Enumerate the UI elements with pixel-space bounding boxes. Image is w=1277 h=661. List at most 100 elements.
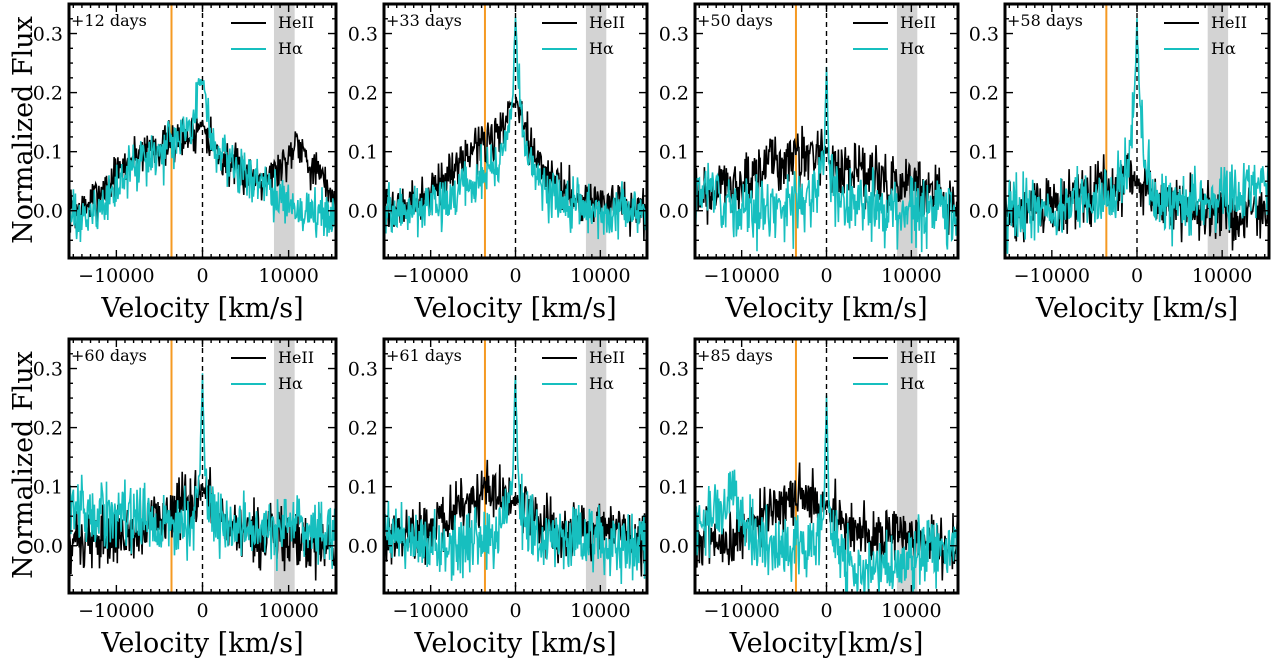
- epoch-annotation: +33 days: [386, 11, 462, 30]
- series-line-halpha: [1005, 18, 1269, 254]
- x-tick-label: 0: [196, 265, 208, 287]
- plot-area: [695, 339, 958, 593]
- y-tick-label: 0.0: [348, 201, 378, 223]
- x-axis-label: Velocity [km/s]: [724, 293, 927, 324]
- epoch-annotation: +61 days: [386, 346, 462, 365]
- y-tick-label: 0.0: [33, 536, 63, 558]
- y-tick-label: 0.3: [348, 359, 378, 381]
- legend-label-halpha: Hα: [900, 374, 925, 393]
- legend-label-heii: HeII: [278, 348, 314, 367]
- legend-label-heii: HeII: [900, 348, 936, 367]
- x-axis-label: Velocity [km/s]: [413, 293, 616, 324]
- x-tick-label: −10000: [78, 265, 154, 287]
- x-tick-label: 0: [1131, 265, 1143, 287]
- series-line-halpha: [695, 66, 958, 253]
- y-tick-label: 0.2: [348, 83, 378, 105]
- x-tick-label: −10000: [392, 600, 468, 622]
- x-tick-label: 10000: [258, 600, 318, 622]
- y-tick-label: 0.1: [33, 477, 63, 499]
- x-tick-label: −10000: [703, 265, 779, 287]
- x-tick-label: −10000: [1014, 265, 1090, 287]
- plot-area: [695, 4, 958, 258]
- panel-7: −10000 0 10000 0.0 0.1 0.2 0.3 Velocity[km/s] +8…: [659, 337, 960, 659]
- y-tick-label: 0.1: [969, 142, 999, 164]
- series-line-halpha: [69, 78, 336, 243]
- y-tick-label: 0.0: [969, 201, 999, 223]
- panel-5: −10000 0 10000 0.0 0.1 0.2 0.3 Velocity [km/s] +…: [33, 337, 338, 659]
- y-tick-label: 0.2: [33, 418, 63, 440]
- y-tick-label: 0.2: [969, 83, 999, 105]
- y-tick-label: 0.3: [33, 359, 63, 381]
- y-tick-label: 0.0: [659, 536, 689, 558]
- x-tick-label: 10000: [881, 265, 941, 287]
- plot-area: [384, 4, 647, 258]
- x-tick-label: 10000: [570, 265, 630, 287]
- epoch-annotation: +85 days: [697, 346, 773, 365]
- y-tick-label: 0.0: [659, 201, 689, 223]
- legend-label-halpha: Hα: [1211, 39, 1236, 58]
- epoch-annotation: +12 days: [71, 11, 147, 30]
- x-axis-label: Velocity [km/s]: [100, 628, 303, 659]
- plot-area: [384, 339, 647, 593]
- legend-label-halpha: Hα: [278, 39, 303, 58]
- y-tick-label: 0.3: [969, 24, 999, 46]
- y-axis-label-row-1: Normalized Flux: [8, 16, 39, 244]
- epoch-annotation: +58 days: [1007, 11, 1083, 30]
- legend-label-halpha: Hα: [900, 39, 925, 58]
- panel-2: −10000 0 10000 0.0 0.1 0.2 0.3 Velocity [km/s] +…: [348, 2, 649, 324]
- x-tick-label: 0: [820, 265, 832, 287]
- x-tick-label: 0: [820, 600, 832, 622]
- y-tick-label: 0.3: [33, 24, 63, 46]
- x-tick-label: 10000: [881, 600, 941, 622]
- x-axis-label: Velocity [km/s]: [413, 628, 616, 659]
- y-tick-label: 0.1: [348, 142, 378, 164]
- x-axis-label: Velocity [km/s]: [100, 293, 303, 324]
- legend-label-heii: HeII: [900, 13, 936, 32]
- x-axis-label: Velocity [km/s]: [1035, 293, 1238, 324]
- y-tick-label: 0.1: [659, 142, 689, 164]
- legend-label-halpha: Hα: [278, 374, 303, 393]
- y-tick-label: 0.0: [33, 201, 63, 223]
- x-tick-label: 0: [509, 600, 521, 622]
- y-tick-label: 0.3: [348, 24, 378, 46]
- y-tick-label: 0.2: [33, 83, 63, 105]
- x-tick-label: −10000: [392, 265, 468, 287]
- legend-label-heii: HeII: [1211, 13, 1247, 32]
- x-tick-label: 10000: [258, 265, 318, 287]
- y-tick-label: 0.3: [659, 359, 689, 381]
- y-axis-label-row-2: Normalized Flux: [8, 351, 39, 579]
- y-tick-label: 0.2: [659, 418, 689, 440]
- series-line-heii: [69, 116, 336, 233]
- legend-label-heii: HeII: [589, 13, 625, 32]
- epoch-annotation: +60 days: [71, 346, 147, 365]
- y-tick-label: 0.2: [348, 418, 378, 440]
- legend-label-halpha: Hα: [589, 39, 614, 58]
- plot-area: [69, 339, 336, 593]
- x-tick-label: −10000: [78, 600, 154, 622]
- y-tick-label: 0.3: [659, 24, 689, 46]
- panel-1: −10000 0 10000 0.0 0.1 0.2 0.3 Velocity [km/s] +…: [33, 2, 338, 324]
- plot-area: [69, 4, 336, 258]
- series-line-halpha: [69, 373, 336, 572]
- legend-label-heii: HeII: [278, 13, 314, 32]
- panels-group: −10000 0 10000 0.0 0.1 0.2 0.3 Velocity [km/s] +…: [33, 2, 1271, 659]
- panel-4: −10000 0 10000 0.0 0.1 0.2 0.3 Velocity [km/s] +…: [969, 2, 1271, 324]
- y-tick-label: 0.0: [348, 536, 378, 558]
- x-tick-label: −10000: [703, 600, 779, 622]
- x-tick-label: 10000: [1192, 265, 1252, 287]
- x-tick-label: 10000: [570, 600, 630, 622]
- y-tick-label: 0.1: [348, 477, 378, 499]
- panel-3: −10000 0 10000 0.0 0.1 0.2 0.3 Velocity [km/s] +…: [659, 2, 960, 324]
- y-tick-label: 0.2: [659, 83, 689, 105]
- y-tick-label: 0.1: [659, 477, 689, 499]
- epoch-annotation: +50 days: [697, 11, 773, 30]
- legend-label-heii: HeII: [589, 348, 625, 367]
- y-tick-label: 0.1: [33, 142, 63, 164]
- x-tick-label: 0: [196, 600, 208, 622]
- panel-6: −10000 0 10000 0.0 0.1 0.2 0.3 Velocity [km/s] +…: [348, 337, 649, 659]
- x-axis-label: Velocity[km/s]: [729, 628, 924, 659]
- legend-label-halpha: Hα: [589, 374, 614, 393]
- x-tick-label: 0: [509, 265, 521, 287]
- plot-area: [1005, 4, 1269, 258]
